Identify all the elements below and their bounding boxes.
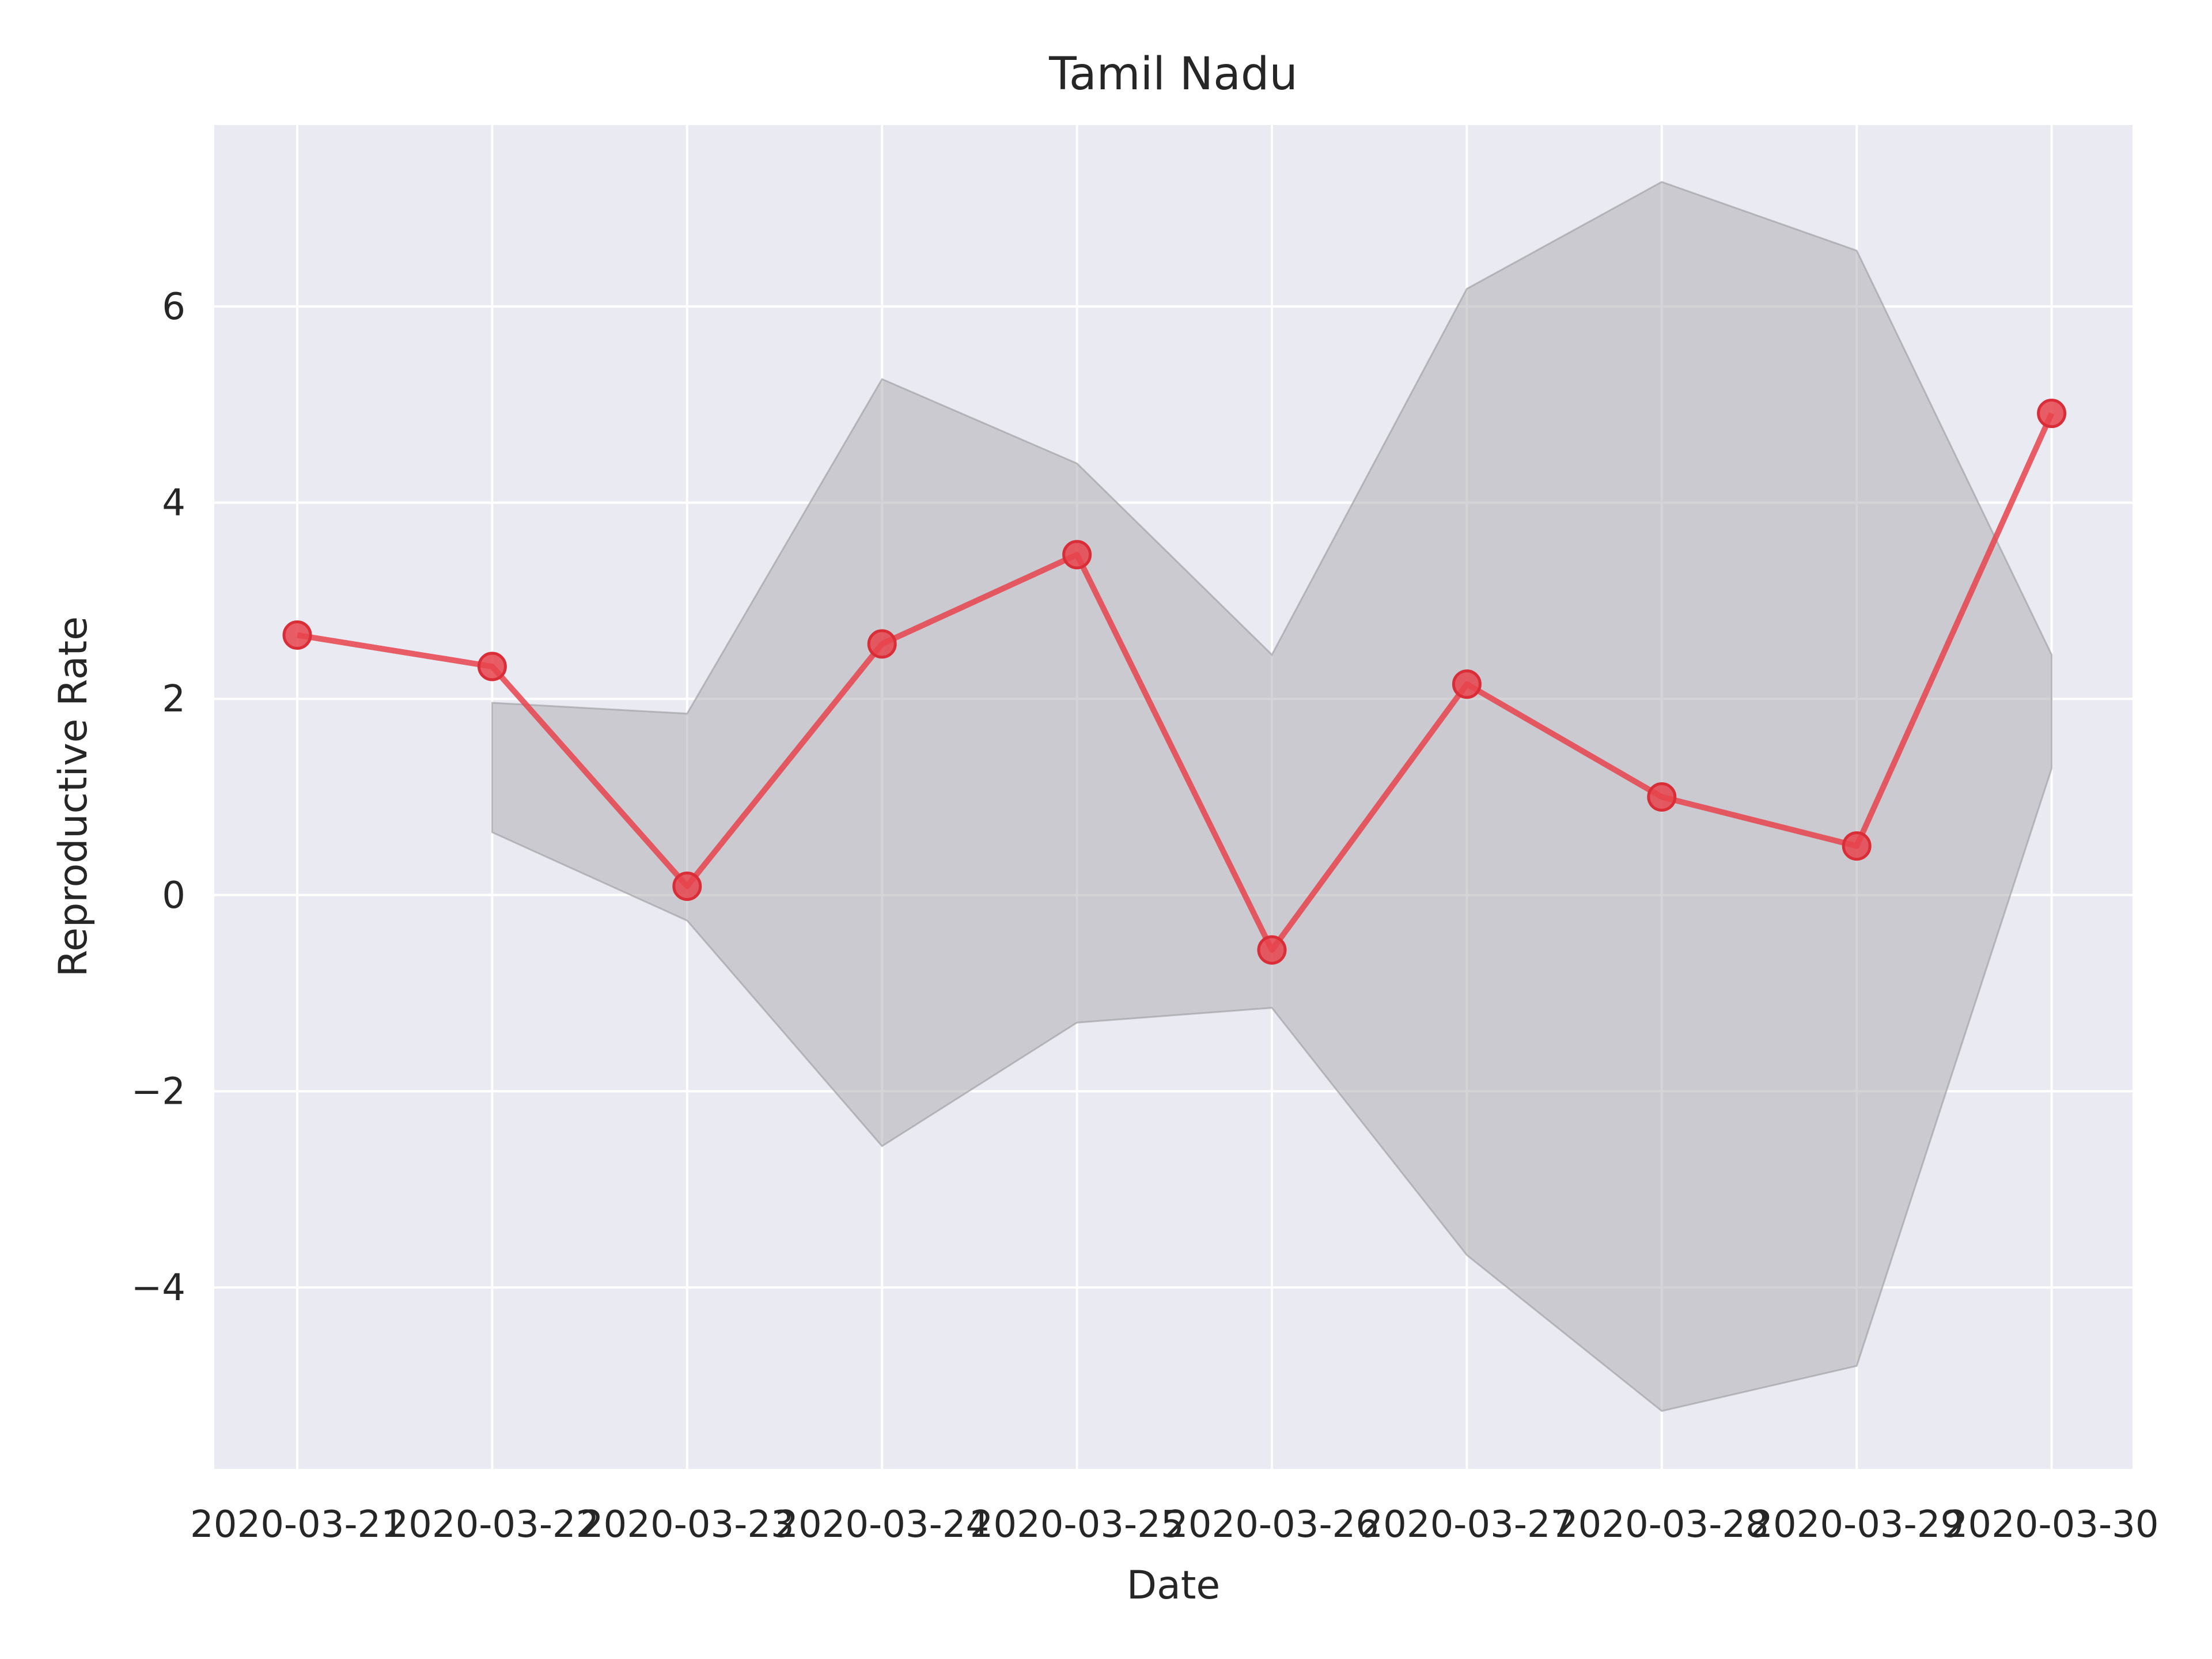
- series-line: [297, 412, 2055, 953]
- x-tick-label: 2020-03-26: [1165, 1503, 1379, 1546]
- x-tick-label: 2020-03-25: [970, 1503, 1184, 1546]
- data-point: [672, 871, 702, 901]
- y-tick-label: −4: [131, 1267, 185, 1309]
- data-point: [1842, 831, 1872, 861]
- x-tick-label: 2020-03-30: [1945, 1503, 2159, 1546]
- y-tick-label: 6: [162, 286, 185, 328]
- data-point: [867, 629, 897, 659]
- x-tick-label: 2020-03-28: [1555, 1503, 1769, 1546]
- data-point: [1257, 935, 1287, 965]
- y-axis-label: Reproductive Rate: [51, 616, 96, 977]
- data-point: [1647, 782, 1677, 812]
- y-tick-label: −2: [131, 1070, 185, 1113]
- data-point: [477, 652, 507, 681]
- y-tick-label: 0: [162, 874, 185, 917]
- data-point: [1062, 540, 1092, 570]
- confidence-band-area: [491, 181, 2053, 1412]
- x-tick-label: 2020-03-29: [1749, 1503, 1964, 1546]
- confidence-band: [491, 181, 2053, 1412]
- x-tick-label: 2020-03-23: [580, 1503, 794, 1546]
- x-tick-label: 2020-03-24: [775, 1503, 989, 1546]
- y-tick-label: 2: [162, 678, 185, 721]
- x-tick-label: 2020-03-22: [385, 1503, 599, 1546]
- x-tick-label: 2020-03-27: [1359, 1503, 1574, 1546]
- x-tick-labels: 2020-03-212020-03-222020-03-232020-03-24…: [190, 1503, 2159, 1546]
- chart-title: Tamil Nadu: [1048, 48, 1298, 100]
- y-tick-labels: −4 −2 0 2 4 6: [131, 286, 185, 1309]
- data-point: [1452, 669, 1482, 699]
- data-point: [2037, 399, 2067, 429]
- x-tick-label: 2020-03-21: [190, 1503, 404, 1546]
- data-point: [282, 620, 312, 650]
- series-group: [282, 399, 2067, 965]
- x-axis-label: Date: [1127, 1563, 1221, 1608]
- y-tick-label: 4: [162, 482, 185, 525]
